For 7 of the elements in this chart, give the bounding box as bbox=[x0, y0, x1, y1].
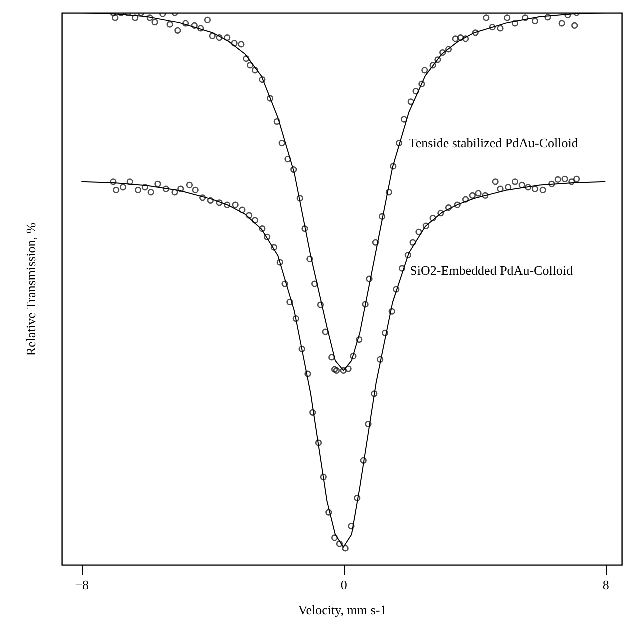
x-axis-title: Velocity, mm s-1 bbox=[298, 602, 387, 618]
annotation: SiO2-Embedded PdAu-Colloid bbox=[410, 262, 574, 278]
annotation: Tenside stabilized PdAu-Colloid bbox=[408, 135, 579, 150]
x-tick-label: −8 bbox=[75, 578, 90, 592]
x-tick-label: 0 bbox=[340, 578, 348, 592]
y-axis-title: Relative Transmission, % bbox=[24, 222, 38, 356]
x-tick-label: 8 bbox=[602, 578, 610, 592]
